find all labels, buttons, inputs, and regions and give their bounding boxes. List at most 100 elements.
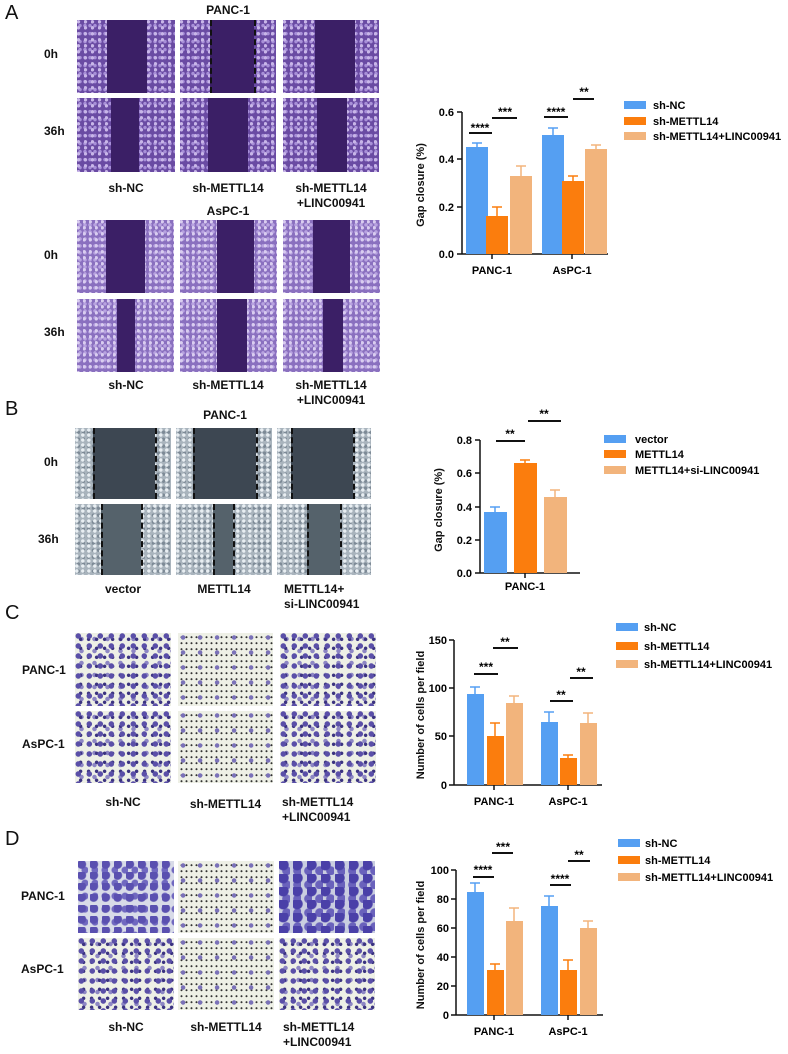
col-label-shmettl14: sh-METTL14 [190,1020,262,1034]
row-label-0h: 0h [44,47,59,61]
col-label-shmettl14: sh-METTL14 [192,181,264,195]
row-label-panc1: PANC-1 [21,889,65,903]
chart-a-ylabel: Gap closure (%) [415,143,427,227]
chart-b-legend: vector METTL14 METTL14+si-LINC00941 [604,434,759,477]
transwell-image-aspc-rescue [280,711,376,783]
chart-d-cells-per-field: Number of cells per field 100 80 60 40 2… [415,838,773,1038]
bar-d-aspc-shmettl14 [560,970,577,1015]
svg-text:sh-METTL14: sh-METTL14 [645,855,711,867]
svg-text:***: *** [498,105,512,119]
col-label-rescue-line2: +LINC00941 [296,196,366,210]
wound-image-aspc-rescue-0h [283,220,380,293]
svg-text:40: 40 [437,952,449,964]
chart-a-yaxis: 0.6 0.4 0.2 0.0 [439,107,463,261]
svg-text:80: 80 [437,894,449,906]
panel-label-c: C [5,602,20,624]
transwell-image-d-aspc-shnc [78,938,174,1010]
svg-text:PANC-1: PANC-1 [472,265,512,277]
col-label-mettl14: METTL14 [197,582,251,596]
svg-text:0.6: 0.6 [439,107,454,119]
svg-text:0.2: 0.2 [457,535,472,547]
col-label-rescue-line2: +LINC00941 [296,393,366,407]
transwell-image-d-panc-shnc [78,861,174,933]
row-label-0h: 0h [44,455,59,469]
svg-text:**: ** [576,665,586,679]
panel-a-panc-title: PANC-1 [206,3,250,17]
bar-d-panc-shnc [467,892,484,1015]
panel-label-b: B [5,398,19,420]
svg-text:100: 100 [429,683,447,695]
transwell-image-d-aspc-rescue [279,938,375,1010]
wound-image-aspc-shmettl14-0h [180,220,277,293]
svg-text:100: 100 [431,865,449,877]
chart-a-legend: sh-NC sh-METTL14 sh-METTL14+LINC00941 [624,100,781,143]
transwell-image-panc-shnc [75,633,171,706]
transwell-image-aspc-shmettl14 [178,711,273,783]
transwell-image-d-aspc-shmettl14 [178,938,274,1010]
wound-image-aspc-shnc-0h [77,220,174,293]
col-label-rescue-line2: +LINC00941 [283,1035,352,1049]
svg-text:0.4: 0.4 [439,154,455,166]
svg-text:METTL14+si-LINC00941: METTL14+si-LINC00941 [635,465,759,477]
wound-image-panc-shnc-0h [77,20,175,93]
transwell-image-panc-shmettl14 [178,633,273,706]
svg-text:****: **** [547,105,566,119]
svg-text:**: ** [539,407,549,421]
transwell-image-aspc-shnc [75,711,171,783]
col-label-rescue-line2: +LINC00941 [282,810,351,824]
svg-text:sh-METTL14+LINC00941: sh-METTL14+LINC00941 [653,131,781,143]
svg-text:****: **** [551,872,570,886]
svg-text:***: *** [479,660,493,674]
svg-text:PANC-1: PANC-1 [474,1026,514,1038]
bar-c-panc-shnc [467,694,484,785]
row-label-aspc1: AsPC-1 [21,962,64,976]
col-label-shnc: sh-NC [108,181,144,195]
svg-text:sh-NC: sh-NC [653,100,685,112]
bar-c-aspc-rescue [580,723,597,785]
svg-text:sh-METTL14: sh-METTL14 [644,641,710,653]
col-label-vector: vector [104,582,142,596]
svg-text:**: ** [574,848,584,862]
panel-label-a: A [5,2,19,24]
bar-a-panc-shnc [466,147,488,254]
col-label-shnc: sh-NC [108,378,144,392]
wound-image-vector-36h [75,504,171,575]
chart-c-legend: sh-NC sh-METTL14 sh-METTL14+LINC00941 [616,622,772,671]
wound-image-panc-rescue-0h [283,20,379,93]
transwell-image-d-panc-shmettl14 [178,861,274,933]
svg-text:vector: vector [635,434,669,446]
panel-label-d: D [5,828,20,850]
row-label-36h: 36h [44,124,65,138]
svg-text:**: ** [579,85,589,99]
wound-image-mettl14-0h [176,428,272,499]
wound-image-rescue-36h [277,504,371,575]
wound-image-panc-shmettl14-0h [180,20,276,93]
bar-a-aspc-shmettl14 [562,181,584,254]
svg-text:0.0: 0.0 [457,568,472,580]
wound-image-aspc-rescue-36h [283,299,380,372]
chart-d-legend: sh-NC sh-METTL14 sh-METTL14+LINC00941 [618,838,773,884]
svg-text:0.4: 0.4 [457,502,473,514]
svg-text:0: 0 [441,780,447,792]
svg-text:**: ** [556,688,566,702]
col-label-rescue-line1: METTL14+ [284,582,345,596]
col-label-rescue-line1: sh-METTL14 [295,378,367,392]
svg-text:**: ** [500,635,510,649]
row-label-36h: 36h [44,325,65,339]
svg-text:60: 60 [437,923,449,935]
bar-d-panc-rescue [506,921,523,1015]
svg-text:sh-NC: sh-NC [644,622,676,634]
row-label-0h: 0h [44,248,59,262]
svg-text:0.2: 0.2 [439,202,454,214]
chart-c-cells-per-field: Number of cells per field 150 100 50 0 *… [415,622,772,808]
bar-a-aspc-shnc [542,135,564,254]
bar-d-aspc-rescue [580,928,597,1015]
svg-text:sh-METTL14: sh-METTL14 [653,116,719,128]
chart-b-ylabel: Gap closure (%) [433,468,445,552]
col-label-shmettl14: sh-METTL14 [189,797,262,811]
svg-text:**: ** [505,427,515,441]
svg-text:20: 20 [437,981,449,993]
svg-text:0: 0 [443,1010,449,1022]
bar-b-rescue [544,497,567,573]
bar-a-panc-rescue [510,176,532,254]
